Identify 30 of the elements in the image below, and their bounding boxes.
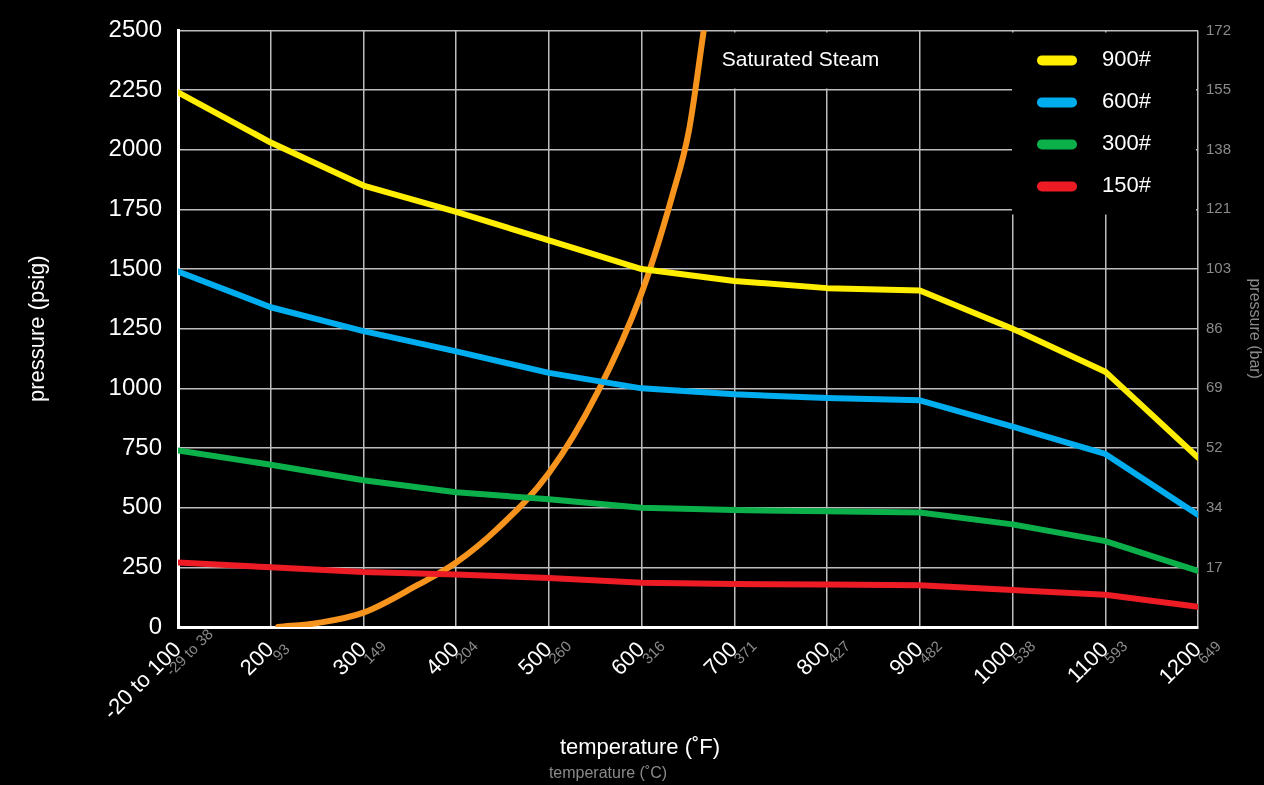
y2-tick-label: 103: [1206, 259, 1232, 277]
y-tick-label: 2000: [108, 134, 162, 162]
y2-tick-label: 121: [1206, 199, 1232, 217]
x2-axis-title: temperature (˚C): [548, 764, 668, 781]
y2-tick-label: 69: [1206, 378, 1223, 396]
y2-tick-label: 155: [1206, 80, 1232, 98]
y2-tick-label: 34: [1206, 497, 1223, 515]
y2-axis-title: pressure (bar): [1247, 278, 1264, 379]
y-tick-label: 1750: [108, 194, 162, 222]
y2-tick-label: 17: [1206, 557, 1223, 575]
x-axis-title: temperature (˚F): [559, 734, 721, 759]
y-axis-title: pressure (psig): [24, 255, 49, 403]
legend-label: 150#: [1102, 172, 1152, 198]
y-tick-label: 500: [121, 492, 162, 520]
y-tick-label: 1250: [108, 313, 162, 341]
y-tick-label: 0: [148, 611, 162, 639]
y-tick-label: 750: [121, 432, 162, 460]
y-tick-label: 1000: [108, 372, 162, 400]
y-tick-label: 2500: [108, 15, 162, 43]
y2-tick-label: 52: [1206, 438, 1223, 456]
y2-tick-label: 86: [1206, 318, 1223, 336]
y-tick-label: 1500: [108, 253, 162, 281]
y-tick-label: 250: [121, 551, 162, 579]
y2-tick-label: 138: [1206, 139, 1232, 157]
series-label: Saturated Steam: [721, 47, 880, 71]
legend-label: 300#: [1102, 130, 1152, 156]
y-tick-label: 2250: [108, 74, 162, 102]
legend-label: 900#: [1102, 46, 1152, 72]
y2-tick-label: 172: [1206, 20, 1232, 38]
legend-label: 600#: [1102, 88, 1152, 114]
